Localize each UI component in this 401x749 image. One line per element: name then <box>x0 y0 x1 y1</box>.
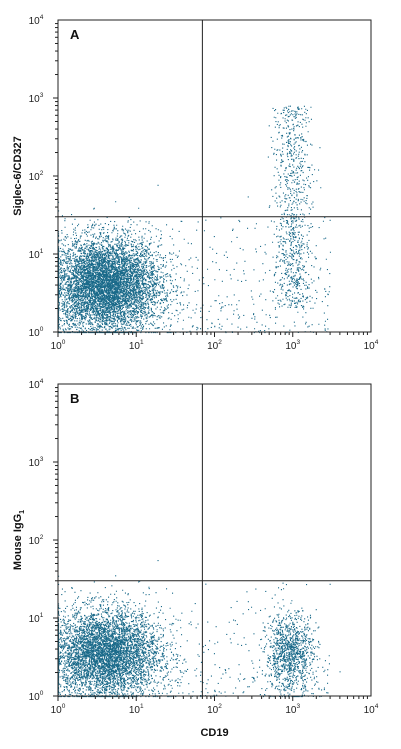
x-axis-label: CD19 <box>200 727 228 739</box>
plot-frame <box>57 383 372 697</box>
population-1-points <box>256 594 341 698</box>
y-tick-label: 103 <box>29 456 44 469</box>
y-tick-label: 100 <box>29 690 44 703</box>
panel-a: 100 101 102 103 104 100 101 102 103 104 A Siglec-6/… <box>12 14 379 352</box>
x-tick-label: 103 <box>285 339 300 352</box>
population-1-points <box>247 105 322 310</box>
x-tick-label: 100 <box>51 339 66 352</box>
population-2-points <box>58 216 331 334</box>
x-tick-label: 103 <box>285 703 300 716</box>
y-tick-label: 102 <box>29 170 44 183</box>
panel-letter: B <box>70 391 79 406</box>
population-0-points <box>58 560 224 698</box>
x-tick-label: 102 <box>207 703 222 716</box>
x-tick-label: 100 <box>51 703 66 716</box>
scatter-points <box>58 105 331 334</box>
x-tick-label: 104 <box>364 339 379 352</box>
x-tick-label: 104 <box>364 703 379 716</box>
y-axis-label: Siglec-6/CD327 <box>12 136 24 215</box>
y-tick-label: 100 <box>29 326 44 339</box>
y-tick-label: 102 <box>29 534 44 547</box>
x-tick-label: 101 <box>129 339 144 352</box>
y-tick-label: 104 <box>29 378 44 391</box>
x-tick-label: 101 <box>129 703 144 716</box>
y-tick-label: 101 <box>29 248 44 261</box>
panel-letter: A <box>70 27 80 42</box>
y-tick-label: 101 <box>29 612 44 625</box>
y-tick-label: 104 <box>29 14 44 27</box>
y-axis-label: Mouse IgG1 <box>12 510 26 570</box>
x-tick-label: 102 <box>207 339 222 352</box>
scatter-points <box>58 560 341 698</box>
population-2-points <box>58 580 331 698</box>
panel-b: 100 101 102 103 104 100 101 102 103 104 B Mouse IgG… <box>12 378 379 739</box>
population-0-points <box>58 184 224 334</box>
y-tick-label: 103 <box>29 92 44 105</box>
axis-ticks <box>53 23 368 337</box>
axis-ticks <box>53 387 368 701</box>
